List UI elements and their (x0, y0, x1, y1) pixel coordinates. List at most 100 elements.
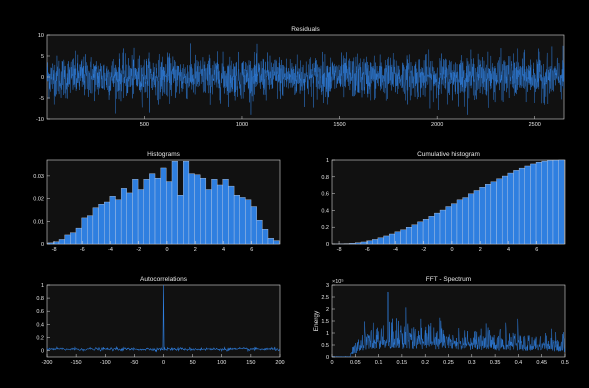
cumulative-bar (536, 162, 542, 244)
autocorrelation-ytick-label: 0 (41, 348, 44, 354)
cumulative-bar (350, 243, 356, 244)
autocorrelation-ytick-label: 1 (41, 283, 44, 289)
histogram-bar (262, 229, 268, 244)
cumulative-ytick-label: 1 (326, 158, 329, 164)
cumulative-bar (519, 168, 525, 244)
histogram-bar (144, 179, 150, 244)
cumulative-bar (434, 213, 440, 244)
histogram-bar (127, 193, 133, 244)
histogram-xtick-label: -4 (108, 247, 113, 253)
autocorrelation-xtick-label: 200 (275, 360, 284, 366)
cumulative-bar (389, 234, 395, 244)
histogram-bar (195, 175, 201, 244)
histogram-bar (183, 161, 189, 244)
fft-xtick-label: 0 (330, 360, 333, 366)
residuals-xtick-label: 2000 (431, 122, 443, 128)
cumulative-bar (525, 166, 531, 244)
cumulative-ytick-label: 0.4 (321, 208, 329, 214)
autocorrelation-ytick-label: 0.4 (36, 322, 44, 328)
histogram-bar (228, 186, 234, 244)
residuals-xtick-label: 2500 (529, 122, 541, 128)
histogram-xtick-label: -8 (52, 247, 57, 253)
residuals-ytick-label: -10 (36, 117, 44, 123)
histogram-bar (132, 179, 138, 244)
cumulative-xtick-label: 4 (507, 247, 510, 253)
cumulative-bar (412, 225, 418, 244)
cumulative-bar (406, 227, 412, 244)
cumulative-bar (485, 184, 491, 244)
histogram-xtick-label: -2 (136, 247, 141, 253)
cumulative-bar (429, 216, 435, 244)
cumulative-bar (559, 160, 565, 244)
histogram-bar (82, 218, 88, 244)
histogram-bar (87, 216, 93, 244)
cumulative-bar (400, 230, 406, 244)
cumulative-bar (491, 182, 497, 244)
cumulative-ytick-label: 0.2 (321, 225, 329, 231)
histogram-ytick-label: 0.02 (33, 197, 44, 203)
residuals-ytick-label: -5 (39, 96, 44, 102)
fft-xtick-label: 0.35 (490, 360, 501, 366)
cumulative-bar (457, 200, 463, 244)
autocorrelation-xtick-label: 100 (217, 360, 226, 366)
cumulative-bar (530, 164, 536, 244)
fft-ytick-label: 1.5 (321, 319, 329, 325)
residuals-xtick-label: 500 (140, 122, 149, 128)
cumulative-bar (468, 194, 474, 244)
cumulative-xtick-label: -6 (365, 247, 370, 253)
histogram-bar (240, 197, 246, 244)
histogram-bar (76, 228, 82, 244)
histogram-xtick-label: 0 (165, 247, 168, 253)
cumulative-bar (423, 219, 429, 244)
cumulative-xtick-label: -8 (337, 247, 342, 253)
autocorrelation-ytick-label: 0.6 (36, 309, 44, 315)
histogram-bar (166, 182, 172, 244)
fft-title: FFT - Spectrum (426, 276, 471, 283)
fft-xtick-label: 0.15 (397, 360, 408, 366)
fft-xtick-label: 0.3 (468, 360, 476, 366)
cumulative-bar (497, 179, 503, 244)
histogram-bar (59, 239, 65, 244)
cumulative-bar (384, 236, 390, 244)
histogram-bar (110, 196, 116, 244)
autocorrelation-xtick-label: -50 (130, 360, 138, 366)
histogram-bar (115, 200, 121, 244)
histogram-ytick-label: 0.03 (33, 174, 44, 180)
fft-xtick-label: 0.5 (561, 360, 569, 366)
residuals-ytick-label: 0 (41, 75, 44, 81)
cumulative-bar (451, 204, 457, 244)
cumulative-xtick-label: 2 (479, 247, 482, 253)
histogram-xtick-label: -6 (80, 247, 85, 253)
histogram-bar (99, 204, 105, 244)
cumulative-bar (446, 207, 452, 244)
cumulative-xtick-label: 0 (450, 247, 453, 253)
residuals-title: Residuals (291, 26, 320, 33)
cumulative-xtick-label: -2 (421, 247, 426, 253)
cumulative-bar (553, 160, 559, 244)
autocorrelation-xtick-label: 0 (162, 360, 165, 366)
histogram-title: Histograms (147, 151, 181, 158)
histogram-xtick-label: 2 (194, 247, 197, 253)
residuals-xtick-label: 1500 (333, 122, 345, 128)
cumulative-bar (355, 243, 361, 244)
histogram-bar (212, 179, 218, 244)
fft-xtick-label: 0.25 (443, 360, 454, 366)
histogram-bar (138, 190, 144, 244)
fft-exponent-label: ×10⁵ (332, 278, 344, 285)
cumulative-ytick-label: 0.8 (321, 175, 329, 181)
histogram-bar (161, 168, 167, 244)
residuals-ytick-label: 10 (38, 33, 44, 39)
cumulative-bar (378, 238, 384, 244)
cumulative-bar (502, 176, 508, 244)
histogram-bar (257, 220, 263, 244)
histogram-bar (200, 178, 206, 244)
fft-ytick-label: 1 (326, 331, 329, 337)
histogram-bar (274, 241, 280, 244)
histogram-bar (93, 208, 99, 244)
